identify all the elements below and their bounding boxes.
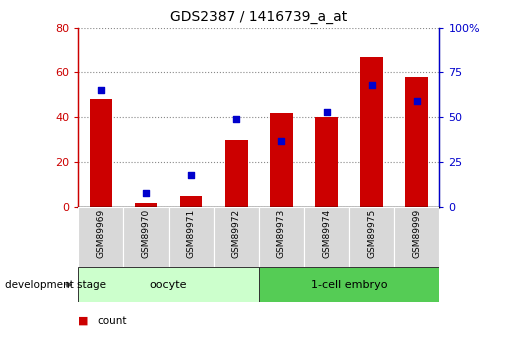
Bar xyxy=(78,207,123,267)
Bar xyxy=(78,267,259,302)
Bar xyxy=(123,207,169,267)
Text: GSM89970: GSM89970 xyxy=(141,209,150,258)
Point xyxy=(413,98,421,104)
Text: GSM89975: GSM89975 xyxy=(367,209,376,258)
Text: GSM89969: GSM89969 xyxy=(96,209,106,258)
Bar xyxy=(304,207,349,267)
Bar xyxy=(361,57,383,207)
Text: GSM89972: GSM89972 xyxy=(232,209,241,258)
Text: count: count xyxy=(97,316,127,326)
Bar xyxy=(225,140,247,207)
Bar xyxy=(259,267,439,302)
Bar xyxy=(394,207,439,267)
Bar xyxy=(259,207,304,267)
Point xyxy=(142,190,150,195)
Text: development stage: development stage xyxy=(5,280,106,289)
Text: GSM89974: GSM89974 xyxy=(322,209,331,258)
Bar xyxy=(169,207,214,267)
Text: oocyte: oocyte xyxy=(150,280,187,289)
Bar xyxy=(214,207,259,267)
Bar xyxy=(270,113,293,207)
Title: GDS2387 / 1416739_a_at: GDS2387 / 1416739_a_at xyxy=(170,10,347,24)
Text: ■: ■ xyxy=(78,316,89,326)
Text: GSM89999: GSM89999 xyxy=(412,209,421,258)
Bar xyxy=(406,77,428,207)
Point xyxy=(232,116,240,122)
Bar xyxy=(89,99,112,207)
Bar xyxy=(315,117,338,207)
Point xyxy=(187,172,195,177)
Text: 1-cell embryo: 1-cell embryo xyxy=(311,280,387,289)
Bar xyxy=(135,203,157,207)
Text: GSM89973: GSM89973 xyxy=(277,209,286,258)
Point xyxy=(277,138,285,144)
Bar xyxy=(349,207,394,267)
Point xyxy=(368,82,376,88)
Point xyxy=(323,109,331,115)
Bar xyxy=(180,196,203,207)
Point xyxy=(97,88,105,93)
Text: GSM89971: GSM89971 xyxy=(187,209,195,258)
